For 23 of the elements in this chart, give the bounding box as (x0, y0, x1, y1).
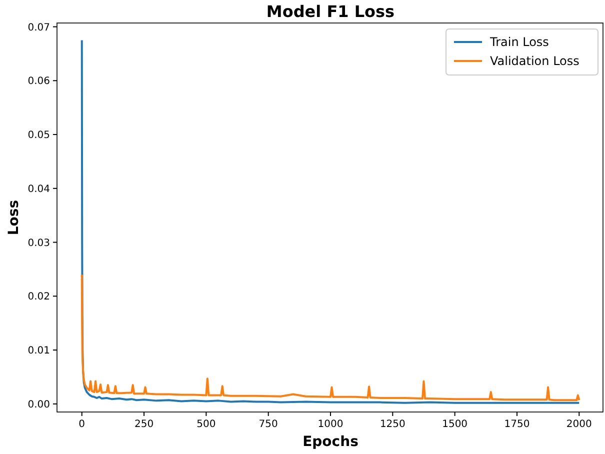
y-tick-label: 0.06 (28, 76, 50, 88)
chart-title: Model F1 Loss (266, 2, 395, 21)
x-tick-label: 1500 (442, 419, 468, 430)
y-tick-label: 0.07 (28, 22, 50, 34)
x-tick-label: 500 (196, 419, 216, 430)
x-tick-label: 2000 (566, 419, 592, 430)
x-tick-label: 1250 (380, 419, 406, 430)
x-tick-label: 0 (78, 419, 86, 430)
x-tick-label: 1750 (504, 419, 530, 430)
y-tick-label: 0.03 (28, 238, 50, 249)
y-tick-label: 0.01 (28, 346, 50, 357)
legend-label: Train Loss (489, 35, 549, 50)
y-tick-label: 0.04 (28, 184, 50, 195)
x-axis-title: Epochs (302, 434, 358, 450)
x-tick-label: 250 (134, 419, 154, 430)
x-tick-label: 1000 (318, 419, 344, 430)
y-tick-label: 0.00 (28, 399, 50, 410)
legend-label: Validation Loss (490, 54, 580, 68)
y-tick-label: 0.05 (28, 130, 50, 142)
y-axis-title: Loss (6, 200, 22, 236)
x-tick-label: 750 (258, 419, 278, 430)
y-tick-label: 0.02 (28, 292, 50, 303)
line-series (80, 274, 580, 402)
